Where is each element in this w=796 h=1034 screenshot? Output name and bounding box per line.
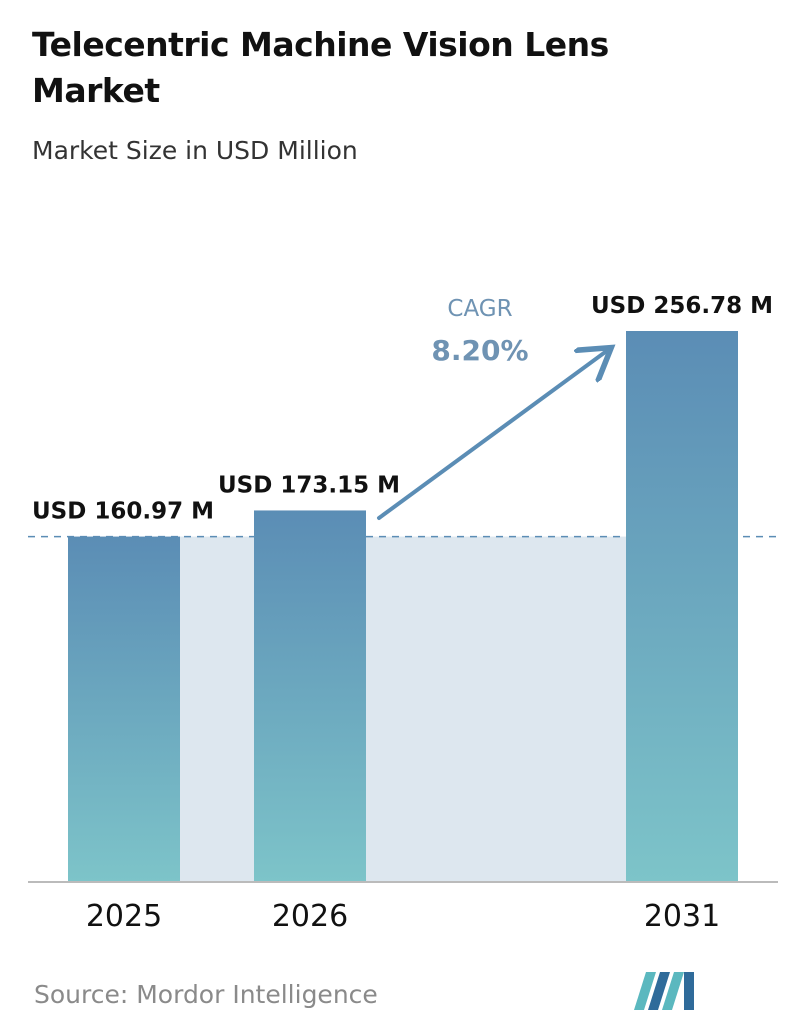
source-note: Source: Mordor Intelligence [34, 980, 378, 1009]
x-tick-label-2025: 2025 [86, 899, 162, 934]
cagr-arrow [377, 350, 608, 520]
data-label-2031: USD 256.78 M [591, 293, 773, 319]
x-tick-label-2031: 2031 [644, 899, 720, 934]
cagr-value: 8.20% [431, 334, 529, 367]
x-tick-label-2026: 2026 [272, 899, 348, 934]
bar-2031 [626, 331, 738, 882]
chart-subtitle: Market Size in USD Million [32, 136, 358, 165]
data-label-2025: USD 160.97 M [32, 499, 214, 525]
bar-2025 [68, 536, 180, 882]
mordor-intelligence-logo-icon [634, 972, 694, 1010]
chart-title: Telecentric Machine Vision Lens Market [32, 25, 609, 110]
bar-2026 [254, 510, 366, 882]
data-label-2026: USD 173.15 M [218, 472, 400, 498]
cagr-label: CAGR [447, 296, 513, 322]
